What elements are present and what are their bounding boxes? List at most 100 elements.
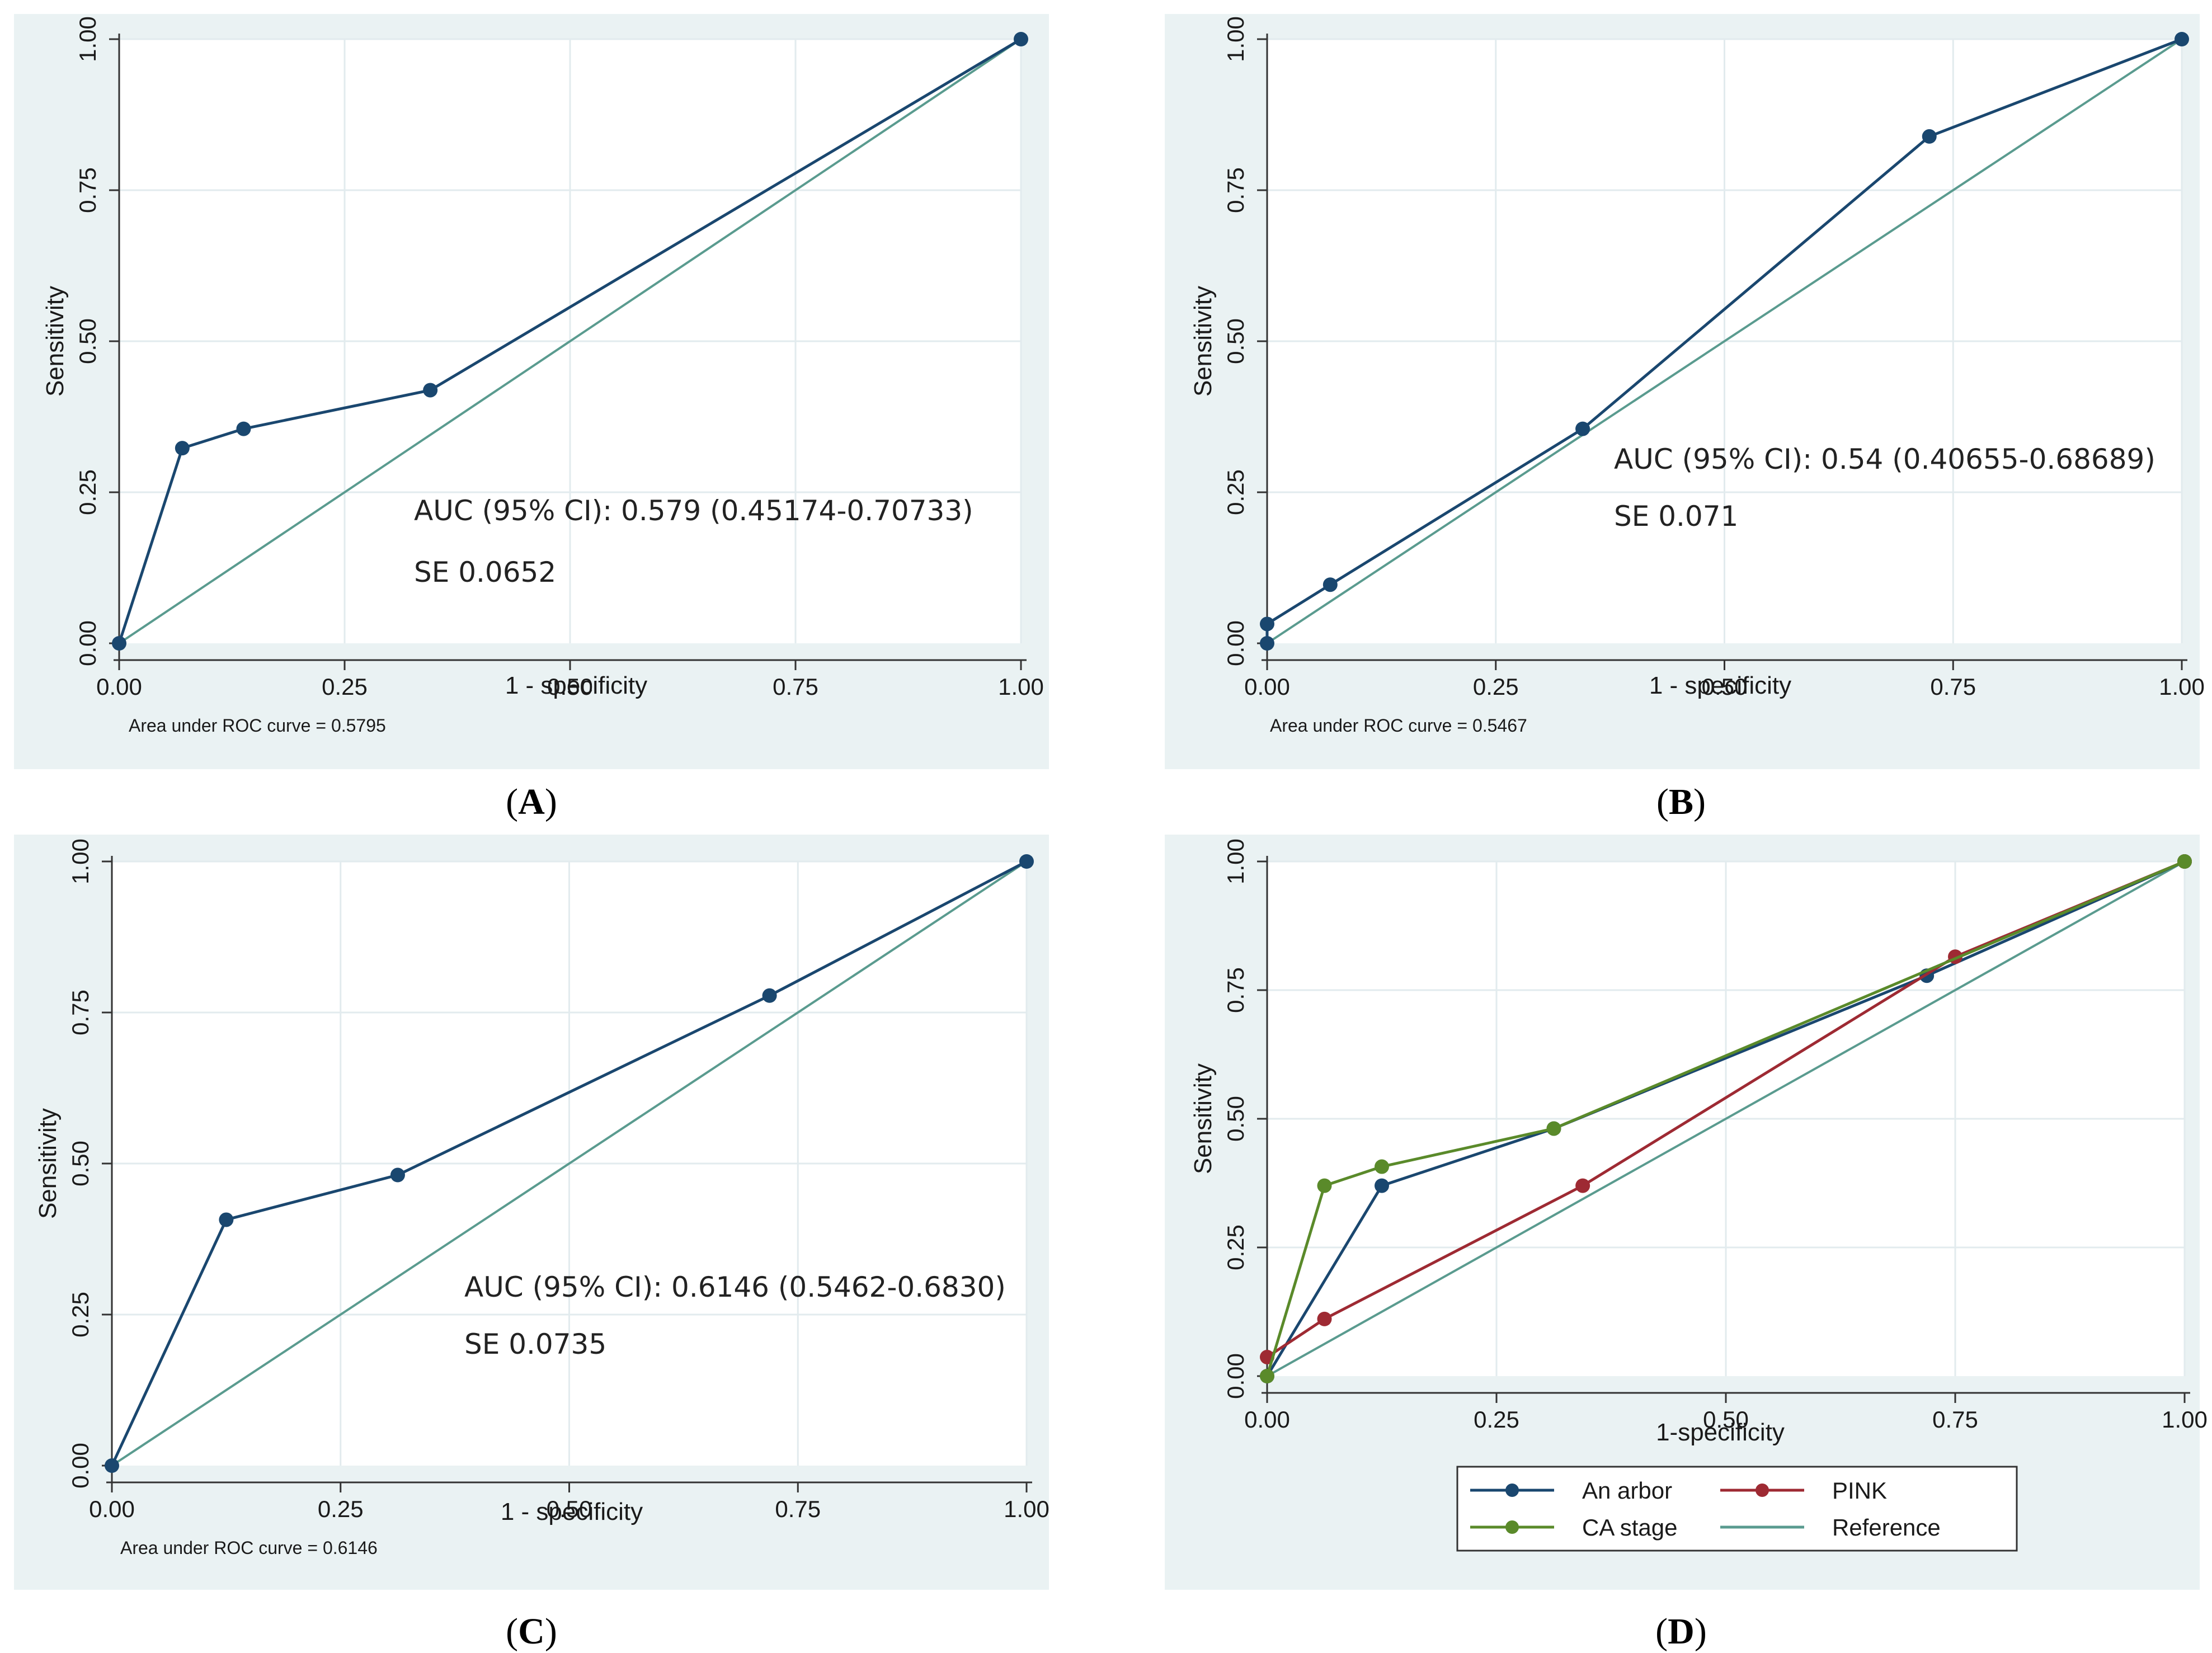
annotation-a: SE 0.0652: [414, 556, 556, 588]
annotation-b: SE 0.071: [1614, 500, 1738, 533]
x-tick-label: 0.25: [1473, 674, 1519, 700]
x-axis-title-b: 1 - specificity: [1649, 672, 1791, 699]
y-axis-title-d: Sensitivity: [1189, 1063, 1217, 1174]
data-point-pink: [1575, 1178, 1590, 1193]
caption-letter: A: [518, 781, 545, 822]
y-tick-label: 0.75: [1222, 167, 1249, 213]
legend-label: An arbor: [1582, 1477, 1672, 1504]
data-point-roc: [762, 988, 777, 1003]
legend-key-marker: [1505, 1520, 1519, 1534]
chart-a: 0.00 0.00 0.25 0.25 0.50 0.50 0.75 0.75 1.00 1.00…: [14, 14, 1049, 769]
series-line-reference: [1266, 38, 2183, 644]
data-point-roc: [112, 636, 126, 651]
legend-key-marker: [1505, 1484, 1519, 1497]
annotation-c: SE 0.0735: [464, 1328, 606, 1360]
y-tick-label: 0.25: [67, 1292, 93, 1338]
y-tick-label: 0.00: [1222, 620, 1249, 666]
auc-note-c: Area under ROC curve = 0.6146: [120, 1538, 378, 1558]
x-tick-label: 0.50: [547, 1496, 592, 1522]
x-tick-label: 0.50: [1702, 674, 1748, 700]
y-tick-label: 1.00: [1222, 839, 1249, 884]
series-line-reference: [1267, 860, 2185, 1377]
y-tick-label: 0.50: [74, 318, 101, 364]
data-point-roc: [423, 383, 438, 398]
chart-d: 0.00 0.00 0.25 0.25 0.50 0.50 0.75 0.75 1.00 1.00…: [1165, 835, 2208, 1590]
data-point-ca-stage: [1546, 1121, 1561, 1136]
data-point-roc: [175, 441, 190, 456]
x-axis-title-d: 1-specificity: [1656, 1419, 1785, 1446]
data-point-pink: [1317, 1311, 1332, 1326]
data-point-ca-stage: [1260, 1369, 1274, 1383]
y-tick-label: 0.75: [74, 167, 101, 213]
caption-a: (A): [506, 781, 557, 822]
y-tick-label: 0.50: [1222, 1096, 1249, 1142]
data-point-an-arbor: [1375, 1178, 1389, 1193]
series-line-reference: [111, 860, 1028, 1467]
data-point-roc: [105, 1458, 119, 1473]
data-point-roc: [1260, 636, 1274, 651]
legend-label: Reference: [1832, 1514, 1941, 1541]
series-line-reference: [118, 38, 1022, 644]
x-tick-label: 0.50: [547, 674, 593, 700]
data-point-roc: [1575, 421, 1590, 436]
auc-note-a: Area under ROC curve = 0.5795: [129, 715, 386, 736]
data-point-roc: [1323, 577, 1338, 592]
auc-note-b: Area under ROC curve = 0.5467: [1270, 715, 1527, 736]
x-tick-label: 0.75: [1930, 674, 1976, 700]
y-axis-title-c: Sensitivity: [34, 1108, 62, 1219]
y-tick-label: 0.25: [1222, 1225, 1249, 1270]
x-tick-label: 0.25: [318, 1496, 364, 1522]
legend-box: [1456, 1466, 2018, 1552]
x-tick-label: 0.50: [1703, 1406, 1749, 1433]
x-tick-label: 0.00: [89, 1496, 135, 1522]
y-tick-label: 1.00: [74, 16, 101, 62]
y-tick-label: 0.00: [74, 620, 101, 666]
y-tick-label: 0.25: [1222, 469, 1249, 515]
caption-letter: C: [518, 1611, 545, 1652]
y-tick-label: 0.00: [67, 1443, 93, 1489]
data-point-roc: [2175, 32, 2189, 46]
x-tick-label: 1.00: [998, 674, 1044, 700]
y-tick-label: 1.00: [67, 839, 93, 884]
x-tick-label: 0.00: [96, 674, 142, 700]
legend-label: CA stage: [1582, 1514, 1677, 1541]
x-tick-label: 0.25: [1474, 1406, 1519, 1433]
annotation-b: AUC (95% CI): 0.54 (0.40655-0.68689): [1614, 443, 2155, 475]
x-tick-label: 0.75: [775, 1496, 821, 1522]
y-tick-label: 0.75: [67, 990, 93, 1035]
legend-key-marker: [1756, 1484, 1769, 1497]
data-point-ca-stage: [1317, 1178, 1332, 1193]
x-axis-title-a: 1 - specificity: [505, 672, 647, 699]
x-tick-label: 1.00: [2162, 1406, 2208, 1433]
y-axis-title-a: Sensitivity: [41, 286, 69, 397]
y-tick-label: 0.00: [1222, 1353, 1249, 1399]
y-tick-label: 0.50: [1222, 318, 1249, 364]
x-tick-label: 1.00: [1004, 1496, 1049, 1522]
data-point-roc: [390, 1167, 405, 1183]
caption-letter: B: [1669, 781, 1693, 822]
annotation-a: AUC (95% CI): 0.579 (0.45174-0.70733): [414, 495, 973, 527]
x-tick-label: 0.75: [1932, 1406, 1978, 1433]
caption-d: (D): [1655, 1611, 1707, 1652]
data-point-roc: [1260, 616, 1274, 632]
data-point-roc: [236, 421, 251, 436]
data-point-ca-stage: [1375, 1159, 1389, 1174]
data-point-roc: [1922, 129, 1937, 144]
legend-d: An arbor PINK CA stage Reference: [1456, 1466, 2018, 1552]
x-tick-label: 0.00: [1244, 1406, 1290, 1433]
caption-b: (B): [1656, 781, 1706, 822]
x-tick-label: 1.00: [2159, 674, 2205, 700]
caption-c: (C): [506, 1611, 557, 1652]
caption-letter: D: [1668, 1611, 1695, 1652]
y-tick-label: 0.50: [67, 1141, 93, 1186]
x-tick-label: 0.25: [322, 674, 368, 700]
y-tick-label: 0.25: [74, 469, 101, 515]
data-point-roc: [1014, 32, 1028, 46]
legend-label: PINK: [1832, 1477, 1887, 1504]
data-point-roc: [1019, 854, 1034, 869]
y-tick-label: 1.00: [1222, 16, 1249, 62]
y-axis-title-b: Sensitivity: [1189, 286, 1217, 397]
chart-b: 0.00 0.00 0.25 0.25 0.50 0.50 0.75 0.75 1.00 1.00…: [1165, 14, 2205, 769]
y-tick-label: 0.75: [1222, 967, 1249, 1013]
